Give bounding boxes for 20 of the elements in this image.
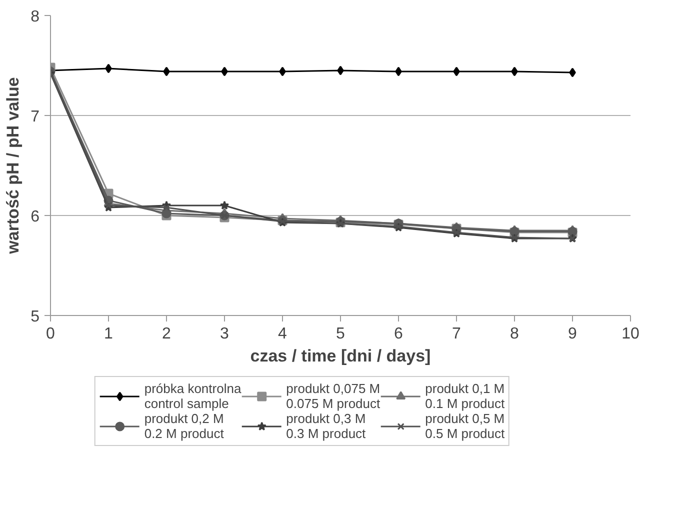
x-tick-label: 3 — [220, 326, 230, 342]
x-tick-label: 7 — [452, 326, 462, 342]
x-tick-label: 9 — [568, 326, 578, 342]
x-tick-label: 1 — [104, 326, 114, 342]
y-tick-label: 7 — [30, 108, 40, 126]
x-tick-label: 10 — [622, 326, 640, 342]
y-tick-label: 6 — [30, 208, 40, 226]
legend-label: produkt 0,2 M 0.2 M product — [144, 411, 224, 441]
y-axis-title: wartość pH / pH value — [4, 77, 23, 255]
legend-label: produkt 0,5 M 0.5 M product — [425, 411, 505, 441]
x-tick-label: 5 — [336, 326, 346, 342]
y-tick-label: 8 — [30, 8, 40, 26]
x-axis-title: czas / time [dni / days] — [250, 346, 431, 366]
x-tick-label: 6 — [394, 326, 404, 342]
y-tick-label: 5 — [30, 308, 40, 326]
x-tick-label: 8 — [510, 326, 520, 342]
x-tick-label: 0 — [46, 326, 56, 342]
x-tick-label: 2 — [162, 326, 172, 342]
legend-label: produkt 0,3 M 0.3 M product — [286, 411, 366, 441]
x-tick-label: 4 — [278, 326, 288, 342]
